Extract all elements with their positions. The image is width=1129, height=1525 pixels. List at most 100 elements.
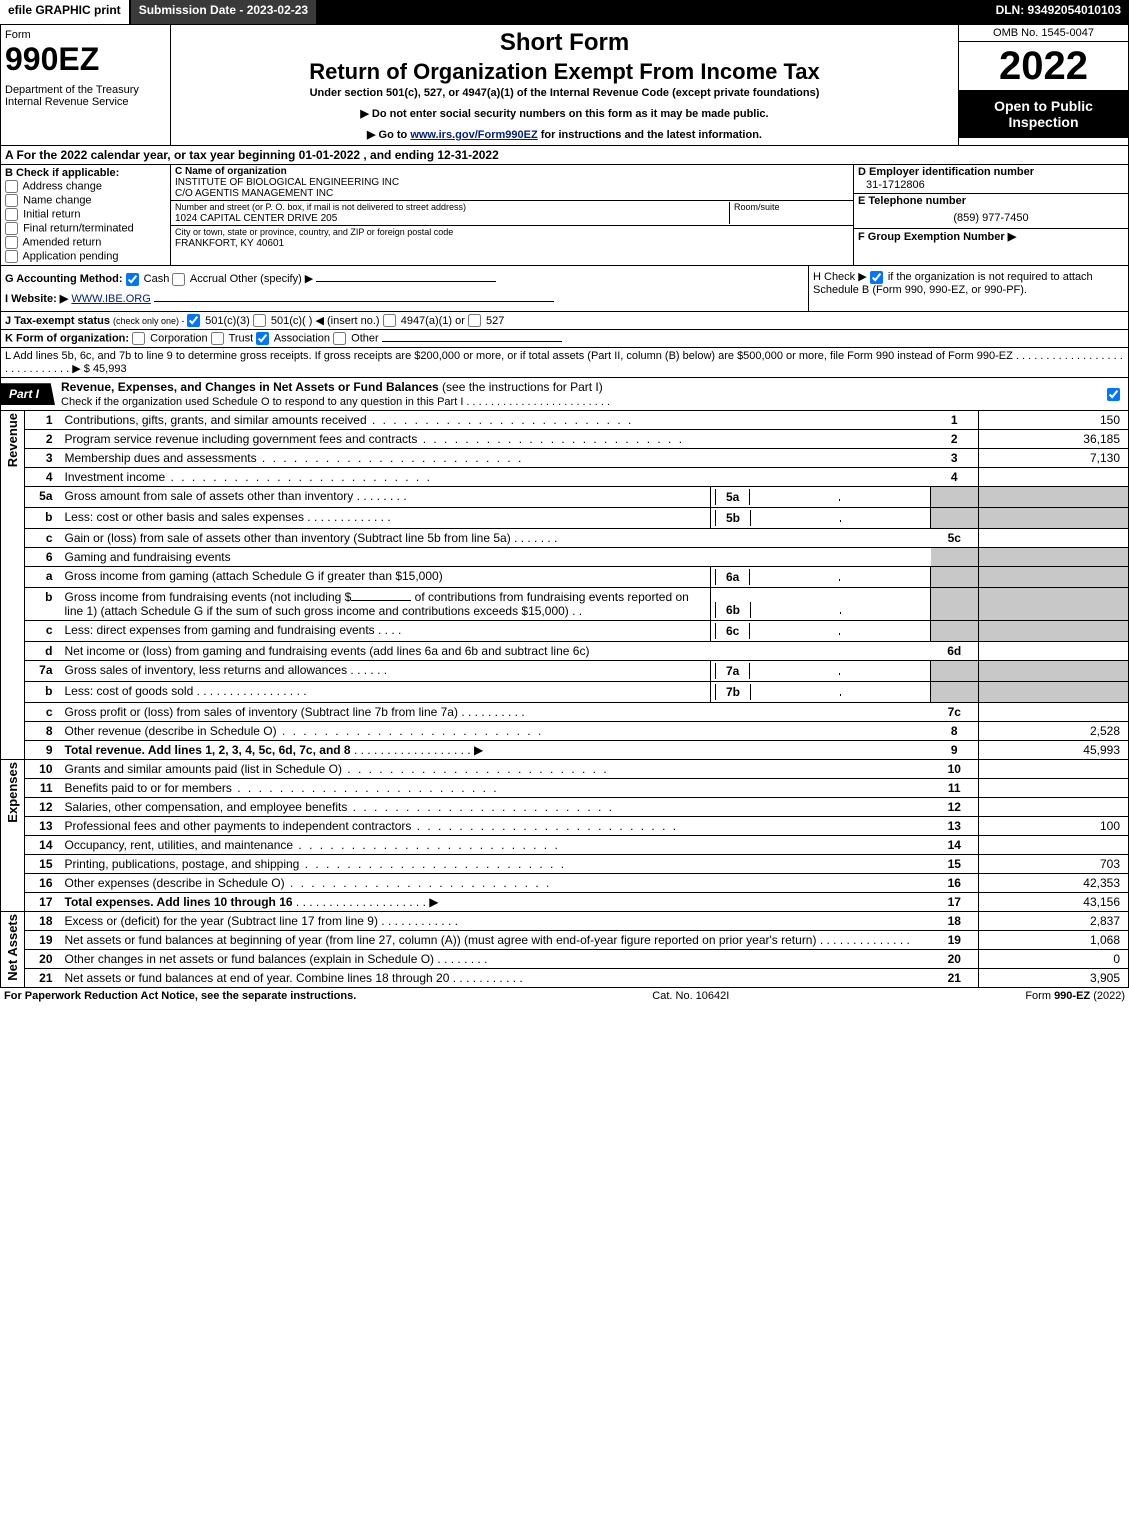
ln-5a-shade: [931, 487, 979, 508]
header-middle: Short Form Return of Organization Exempt…: [171, 25, 958, 145]
ln-18-val: 2,837: [979, 912, 1129, 931]
tax-year: 2022: [959, 42, 1128, 90]
ln-11-text: Benefits paid to or for members: [61, 779, 931, 798]
form-number: 990EZ: [5, 41, 166, 78]
sidelabel-revenue: Revenue: [1, 411, 25, 760]
ln-17-text: Total expenses. Add lines 10 through 16 …: [61, 893, 931, 912]
ln-3-box: 3: [931, 449, 979, 468]
header-right: OMB No. 1545-0047 2022 Open to Public In…: [958, 25, 1128, 145]
ln-12-box: 12: [931, 798, 979, 817]
chk-corp[interactable]: [132, 332, 145, 345]
website-link[interactable]: WWW.IBE.ORG: [71, 293, 150, 305]
chk-schedule-b[interactable]: [870, 271, 883, 284]
form-header: Form 990EZ Department of the Treasury In…: [0, 24, 1129, 146]
part-1-checkbox[interactable]: [1107, 387, 1128, 401]
chk-501c3[interactable]: [187, 314, 200, 327]
ln-7c-box: 7c: [931, 703, 979, 722]
phone-value: (859) 977-7450: [854, 208, 1128, 228]
ln-15-val: 703: [979, 855, 1129, 874]
ln-5c-val: [979, 529, 1129, 548]
ln-9-num: 9: [25, 741, 61, 760]
ln-10-text: Grants and similar amounts paid (list in…: [61, 760, 931, 779]
efile-label[interactable]: efile GRAPHIC print: [0, 0, 129, 24]
box-b-header: B Check if applicable:: [5, 167, 166, 179]
chk-assoc[interactable]: [256, 332, 269, 345]
ln-20-val: 0: [979, 950, 1129, 969]
ln-4-text: Investment income: [61, 468, 931, 487]
ln-1-num: 1: [25, 411, 61, 430]
h-pre: H Check ▶: [813, 271, 870, 283]
ln-15-text: Printing, publications, postage, and shi…: [61, 855, 931, 874]
accounting-label: G Accounting Method:: [5, 273, 123, 285]
other-specify-line[interactable]: [316, 281, 496, 282]
ln-18-text: Excess or (deficit) for the year (Subtra…: [61, 912, 931, 931]
bullet-2-pre: ▶ Go to: [367, 129, 410, 141]
ln-3-text: Membership dues and assessments: [61, 449, 931, 468]
sidelabel-netassets: Net Assets: [1, 912, 25, 988]
ln-20-box: 20: [931, 950, 979, 969]
ln-2-val: 36,185: [979, 430, 1129, 449]
ln-4-val: [979, 468, 1129, 487]
other-org-line[interactable]: [382, 341, 562, 342]
footer-right: Form 990-EZ (2022): [1025, 990, 1125, 1002]
chk-4947[interactable]: [383, 314, 396, 327]
org-name-cell: C Name of organization INSTITUTE OF BIOL…: [171, 165, 853, 201]
ein-label: D Employer identification number: [858, 166, 1034, 178]
ln-13-val: 100: [979, 817, 1129, 836]
chk-initial-return[interactable]: Initial return: [5, 208, 166, 221]
chk-name-change[interactable]: Name change: [5, 194, 166, 207]
chk-accrual[interactable]: [172, 273, 185, 286]
ln-20-text: Other changes in net assets or fund bala…: [61, 950, 931, 969]
sidelabel-expenses: Expenses: [1, 760, 25, 912]
ln-7c-num: c: [25, 703, 61, 722]
j-note: (check only one) -: [113, 316, 187, 326]
chk-trust[interactable]: [211, 332, 224, 345]
ln-19-box: 19: [931, 931, 979, 950]
ln-6a-text: Gross income from gaming (attach Schedul…: [61, 567, 711, 588]
bullet-2: ▶ Go to www.irs.gov/Form990EZ for instru…: [179, 128, 950, 141]
chk-address-change[interactable]: Address change: [5, 180, 166, 193]
irs-link[interactable]: www.irs.gov/Form990EZ: [410, 129, 537, 141]
chk-other-org[interactable]: [333, 332, 346, 345]
ln-21-box: 21: [931, 969, 979, 988]
city-label: City or town, state or province, country…: [175, 227, 453, 237]
chk-amended-return[interactable]: Amended return: [5, 236, 166, 249]
ln-21-val: 3,905: [979, 969, 1129, 988]
ln-2-text: Program service revenue including govern…: [61, 430, 931, 449]
ln-16-text: Other expenses (describe in Schedule O): [61, 874, 931, 893]
chk-cash[interactable]: [126, 273, 139, 286]
ln-8-box: 8: [931, 722, 979, 741]
ln-1-text: Contributions, gifts, grants, and simila…: [61, 411, 931, 430]
ln-9-box: 9: [931, 741, 979, 760]
chk-final-return[interactable]: Final return/terminated: [5, 222, 166, 235]
website-label: I Website: ▶: [5, 293, 68, 305]
ln-5c-text: Gain or (loss) from sale of assets other…: [61, 529, 931, 548]
chk-527[interactable]: [468, 314, 481, 327]
ln-5a-text: Gross amount from sale of assets other t…: [61, 487, 711, 508]
omb-number: OMB No. 1545-0047: [959, 25, 1128, 42]
ln-15-num: 15: [25, 855, 61, 874]
street-label: Number and street (or P. O. box, if mail…: [175, 202, 466, 212]
ln-6-num: 6: [25, 548, 61, 567]
ln-14-val: [979, 836, 1129, 855]
ln-7b-text: Less: cost of goods sold . . . . . . . .…: [61, 682, 711, 703]
short-form-title: Short Form: [179, 29, 950, 57]
ln-7a-text: Gross sales of inventory, less returns a…: [61, 661, 711, 682]
k-label: K Form of organization:: [5, 333, 129, 345]
box-c: C Name of organization INSTITUTE OF BIOL…: [171, 165, 853, 265]
chk-501c[interactable]: [253, 314, 266, 327]
submission-date: Submission Date - 2023-02-23: [129, 0, 316, 24]
ln-15-box: 15: [931, 855, 979, 874]
footer-mid: Cat. No. 10642I: [652, 990, 729, 1002]
ln-7b-subval: [751, 694, 841, 696]
j-label: J Tax-exempt status: [5, 315, 110, 327]
top-bar: efile GRAPHIC print Submission Date - 20…: [0, 0, 1129, 24]
ln-5b-text: Less: cost or other basis and sales expe…: [61, 508, 711, 529]
ln-4-num: 4: [25, 468, 61, 487]
ln-4-box: 4: [931, 468, 979, 487]
ln-6c-num: c: [25, 621, 61, 642]
lines-table: Revenue 1 Contributions, gifts, grants, …: [0, 411, 1129, 988]
org-name-1: INSTITUTE OF BIOLOGICAL ENGINEERING INC: [175, 177, 399, 188]
chk-application-pending[interactable]: Application pending: [5, 250, 166, 263]
ln-6d-num: d: [25, 642, 61, 661]
